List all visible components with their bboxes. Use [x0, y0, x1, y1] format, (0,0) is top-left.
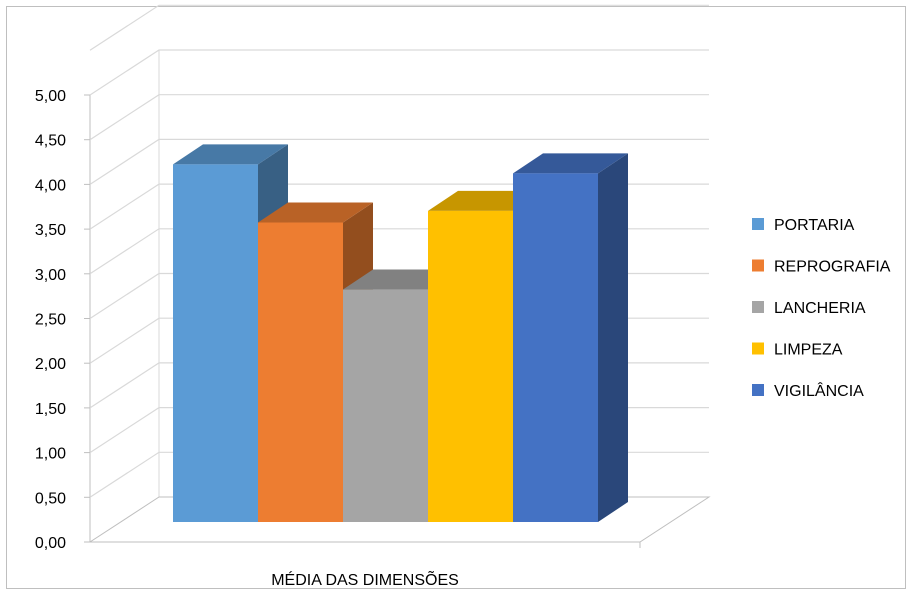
legend-item: LANCHERIA [752, 300, 866, 317]
y-tick-label: 4,00 [35, 177, 66, 194]
y-tick-label: 0,00 [35, 535, 66, 552]
bar-top [173, 144, 288, 165]
bar-front [258, 222, 343, 522]
y-tick-label: 3,00 [35, 267, 66, 284]
gridline [89, 94, 709, 141]
bar-front [343, 289, 428, 522]
y-tick-label: 2,00 [35, 356, 66, 373]
legend-item: VIGILÂNCIA [752, 381, 864, 400]
chart-frame [6, 6, 906, 589]
y-tick-label: 5,00 [35, 88, 66, 105]
legend-label: REPROGRAFIA [774, 259, 891, 276]
gridline [89, 138, 709, 185]
bar-vigilância [513, 153, 628, 522]
legend-swatch [752, 301, 764, 313]
legend-swatch [752, 218, 764, 230]
legend-swatch [752, 384, 764, 396]
y-tick-label: 1,50 [35, 401, 66, 418]
legend-label: PORTARIA [774, 217, 855, 234]
bar-front [428, 210, 513, 522]
legend-item: REPROGRAFIA [752, 259, 891, 276]
legend-label: VIGILÂNCIA [774, 381, 864, 400]
x-category-label: MÉDIA DAS DIMENSÕES [271, 569, 459, 589]
bars [173, 144, 628, 522]
legend-label: LIMPEZA [774, 342, 843, 359]
y-tick-label: 2,50 [35, 312, 66, 329]
y-tick-label: 1,00 [35, 446, 66, 463]
legend-swatch [752, 259, 764, 272]
y-tick-label: 3,50 [35, 222, 66, 239]
y-axis: 0,00 0,50 1,00 1,50 2,00 2,50 3,00 3,50 4,00 4,50… [35, 88, 90, 552]
y-tick-label: 0,50 [35, 490, 66, 507]
legend: PORTARIA REPROGRAFIA LANCHERIA LIMPEZA VIGIL… [752, 217, 891, 400]
legend-label: LANCHERIA [774, 300, 866, 317]
legend-item: PORTARIA [752, 217, 855, 234]
y-tick-label: 4,50 [35, 133, 66, 150]
bar-top [258, 202, 373, 223]
bar-side [598, 153, 628, 522]
bar-front [173, 164, 258, 522]
gridline [89, 4, 709, 51]
legend-item: LIMPEZA [752, 342, 843, 359]
bar-top [513, 153, 628, 174]
chart-floor [88, 496, 711, 543]
x-axis: MÉDIA DAS DIMENSÕES [271, 569, 459, 589]
legend-swatch [752, 342, 764, 355]
bar-front [513, 173, 598, 522]
gridline [89, 49, 709, 96]
